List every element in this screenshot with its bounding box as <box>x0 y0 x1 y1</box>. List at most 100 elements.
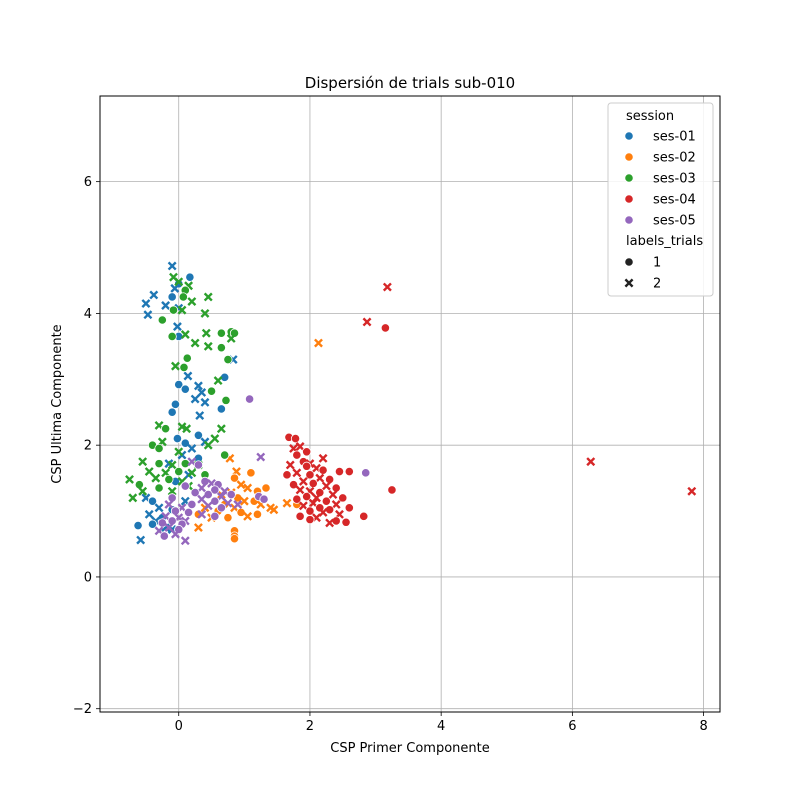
data-point-x <box>382 282 392 292</box>
data-point-circle <box>292 450 302 460</box>
legend-marker-label-1 <box>624 257 634 267</box>
data-point-x <box>197 494 207 504</box>
y-tick-label: 0 <box>84 570 92 585</box>
data-point-x <box>193 523 203 532</box>
data-point-x <box>331 500 341 509</box>
data-point-x <box>203 341 213 351</box>
y-tick-label: −2 <box>73 702 92 717</box>
data-point-circle <box>295 511 305 521</box>
legend-label-style-2: 2 <box>653 277 661 292</box>
x-axis-label: CSP Primer Componente <box>330 741 489 756</box>
data-point-x <box>138 457 148 467</box>
data-point-circle <box>210 496 220 506</box>
legend-label-ses-02: ses-02 <box>653 151 696 166</box>
data-point-circle <box>174 379 184 390</box>
data-point-x <box>174 277 184 287</box>
data-point-circle <box>157 315 167 325</box>
x-tick-label: 6 <box>568 719 576 734</box>
data-point-x <box>295 442 305 451</box>
data-point-x <box>128 493 138 503</box>
data-point-x <box>167 460 177 470</box>
data-point-circle <box>223 354 233 365</box>
data-point-circle <box>302 491 312 502</box>
data-point-x <box>197 483 207 493</box>
data-point-circle <box>180 438 190 448</box>
data-point-circle <box>154 483 164 493</box>
data-point-circle <box>236 507 246 517</box>
data-point-x <box>210 434 220 444</box>
data-point-circle <box>210 511 220 521</box>
data-point-x <box>187 444 197 453</box>
data-point-x <box>183 371 193 381</box>
data-point-circle <box>252 509 263 519</box>
data-point-x <box>285 460 295 470</box>
data-point-circle <box>318 465 328 475</box>
data-point-circle <box>147 496 158 506</box>
x-tick-label: 8 <box>699 719 707 734</box>
data-point-circle <box>172 433 183 444</box>
data-point-circle <box>302 461 312 471</box>
legend-label-ses-01: ses-01 <box>653 130 696 145</box>
series-ses-04 <box>282 282 697 528</box>
data-point-circle <box>321 496 331 506</box>
x-tick-label: 4 <box>437 719 445 734</box>
data-point-x <box>298 501 308 511</box>
chart-title: Dispersión de trials sub-010 <box>305 74 515 92</box>
data-point-x <box>200 308 210 318</box>
data-point-circle <box>305 470 315 480</box>
data-point-circle <box>292 494 302 504</box>
legend: session ses-01 ses-02 ses-03 ses-04 ses-05 l… <box>607 102 714 297</box>
data-point-x <box>223 498 233 508</box>
data-point-x <box>201 328 211 338</box>
y-axis-ticks: −2 0 2 4 6 <box>73 175 100 717</box>
data-point-x <box>187 468 197 478</box>
data-point-circle <box>259 494 269 504</box>
data-point-x <box>167 261 177 271</box>
legend-marker-ses-01 <box>624 131 634 141</box>
data-point-x <box>164 523 174 532</box>
data-point-x <box>177 305 187 315</box>
data-point-x <box>151 473 161 483</box>
data-point-circle <box>305 506 315 516</box>
data-point-x <box>314 338 323 348</box>
data-point-x <box>197 388 207 397</box>
x-tick-label: 2 <box>306 719 314 734</box>
data-point-circle <box>361 468 371 478</box>
data-point-circle <box>216 328 226 338</box>
data-point-x <box>328 490 338 500</box>
data-point-x <box>298 476 308 486</box>
data-point-x <box>195 411 205 420</box>
data-point-circle <box>159 531 169 541</box>
data-point-x <box>154 503 164 513</box>
legend-style-title: labels_trials <box>626 234 703 249</box>
data-point-circle <box>190 488 200 498</box>
data-point-x <box>180 330 190 339</box>
x-tick-label: 0 <box>175 719 183 734</box>
data-point-x <box>141 299 151 308</box>
data-point-x <box>315 473 325 483</box>
data-point-x <box>318 453 328 463</box>
legend-label-style-1: 1 <box>653 256 661 271</box>
data-point-x <box>203 292 213 302</box>
legend-marker-ses-03 <box>624 173 634 183</box>
data-point-x <box>321 481 331 491</box>
data-point-circle <box>180 384 190 394</box>
data-point-x <box>197 509 207 519</box>
data-point-x <box>149 290 159 300</box>
data-point-circle <box>380 323 390 333</box>
data-point-circle <box>344 503 354 513</box>
x-axis-ticks: 0 2 4 6 8 <box>175 712 708 734</box>
data-point-x <box>687 486 697 496</box>
data-point-circle <box>174 466 184 477</box>
data-point-x <box>136 535 146 545</box>
data-point-circle <box>334 466 345 477</box>
data-point-x <box>233 500 243 509</box>
data-point-circle <box>187 499 197 510</box>
data-point-circle <box>344 466 354 477</box>
data-point-circle <box>182 353 192 363</box>
data-point-x <box>143 310 153 320</box>
data-point-circle <box>216 503 226 513</box>
data-point-x <box>243 483 253 493</box>
data-point-x <box>164 500 174 509</box>
